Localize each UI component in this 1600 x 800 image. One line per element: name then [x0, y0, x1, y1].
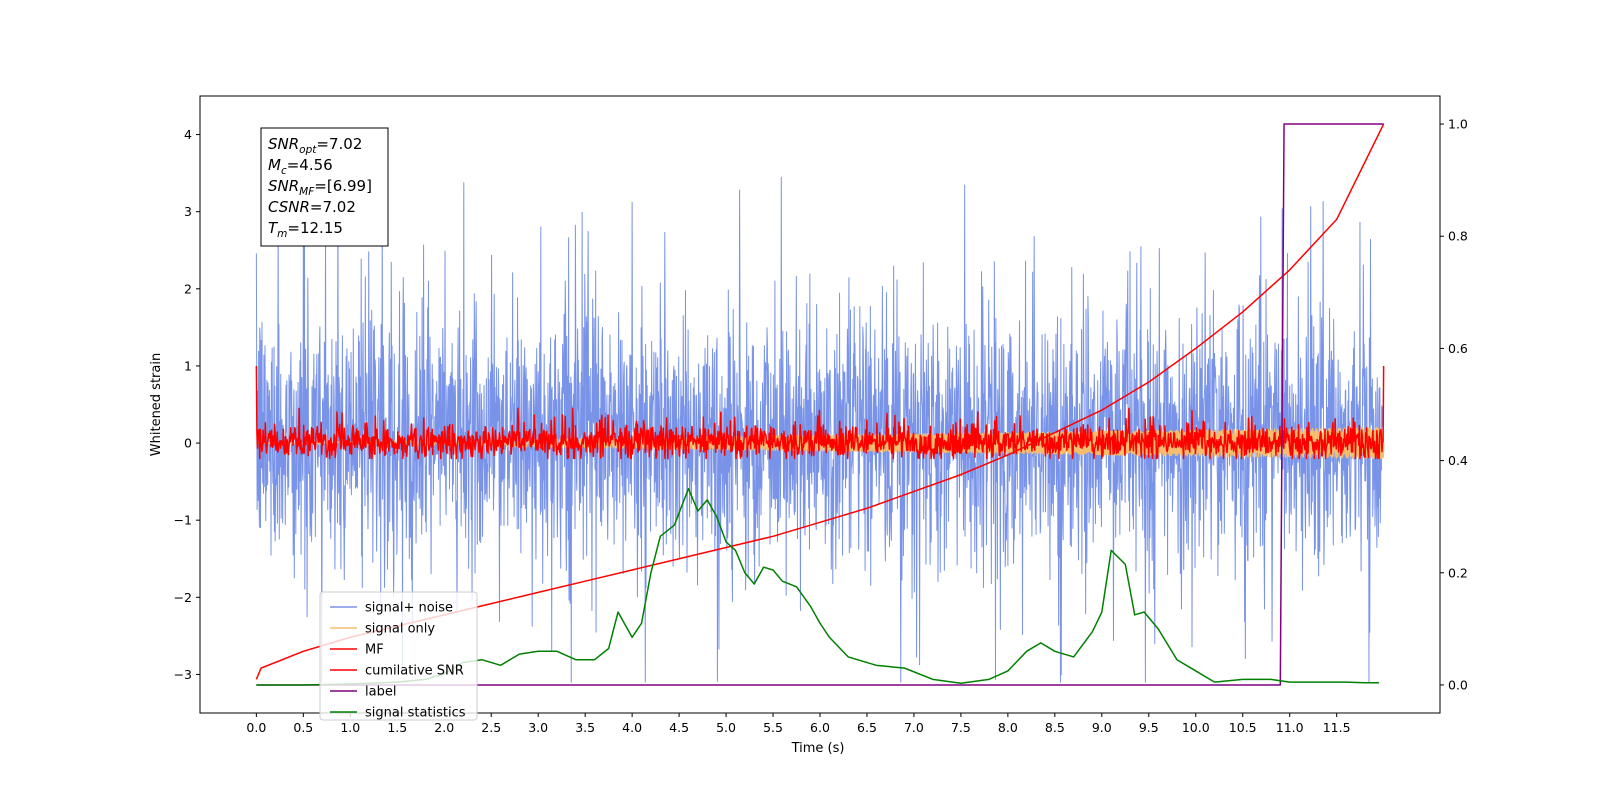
x-tick-label: 10.0 [1182, 720, 1210, 735]
x-tick-label: 4.5 [669, 720, 689, 735]
x-tick-label: 6.0 [810, 720, 830, 735]
x-axis-label: Time (s) [791, 741, 845, 756]
y-tick-label: 1 [184, 358, 192, 373]
x-tick-label: 5.5 [763, 720, 783, 735]
x-tick-label: 8.5 [1045, 720, 1065, 735]
x-tick-label: 11.5 [1323, 720, 1351, 735]
x-tick-label: 0.5 [293, 720, 313, 735]
info-line: SNRMF=[6.99] [268, 177, 372, 198]
series-line-signal-statistics [256, 487, 1379, 686]
x-tick-label: 3.0 [528, 720, 548, 735]
y2-tick-label: 0.8 [1448, 229, 1468, 244]
x-tick-label: 10.5 [1229, 720, 1257, 735]
y2-tick-label: 0.0 [1448, 677, 1468, 692]
y-tick-label: 3 [184, 204, 192, 219]
x-tick-label: 1.5 [387, 720, 407, 735]
legend-label: cumilative SNR [365, 664, 464, 679]
y2-tick-label: 1.0 [1448, 117, 1468, 132]
series-line-mf [255, 365, 1385, 460]
x-tick-label: 1.0 [340, 720, 360, 735]
legend-label: signal only [365, 622, 435, 637]
y2-tick-label: 0.4 [1448, 453, 1468, 468]
x-tick-label: 7.0 [904, 720, 924, 735]
x-axis: 0.0 0.5 1.0 1.5 2.0 2.5 3.0 3.5 4.0 4.5 5.0 5.5 6.0 6… [246, 713, 1351, 735]
info-line: Mc=4.56 [268, 156, 333, 177]
x-tick-label: 5.0 [716, 720, 736, 735]
y-axis-left: −3 −2 −1 0 1 2 3 4 [174, 127, 200, 682]
x-tick-label: 4.0 [622, 720, 642, 735]
x-tick-label: 2.0 [434, 720, 454, 735]
y-tick-label: 0 [184, 436, 192, 451]
y-tick-label: 4 [184, 127, 192, 142]
y-axis-label: Whitened strain [149, 353, 164, 456]
info-line: SNRopt=7.02 [268, 135, 362, 156]
y-tick-label: 2 [184, 281, 192, 296]
x-tick-label: 9.5 [1139, 720, 1159, 735]
info-line: CSNR=7.02 [268, 198, 356, 216]
info-line: Tm=12.15 [268, 219, 343, 240]
x-tick-label: 11.0 [1276, 720, 1304, 735]
legend-label: signal+ noise [365, 601, 453, 616]
series-line-label [256, 123, 1384, 686]
legend-label: MF [365, 643, 384, 658]
y2-tick-label: 0.2 [1448, 565, 1468, 580]
y-axis-right: 0.0 0.2 0.4 0.6 0.8 1.0 [1440, 117, 1468, 692]
legend-label: label [365, 685, 396, 700]
x-tick-label: 3.5 [575, 720, 595, 735]
x-tick-label: 7.5 [951, 720, 971, 735]
x-tick-label: 6.5 [857, 720, 877, 735]
y2-tick-label: 0.6 [1448, 341, 1468, 356]
x-tick-label: 2.5 [481, 720, 501, 735]
x-tick-label: 9.0 [1092, 720, 1112, 735]
y-tick-label: −2 [174, 590, 192, 605]
legend-label: signal statistics [365, 706, 466, 721]
x-tick-label: 8.0 [998, 720, 1018, 735]
y-tick-label: −1 [174, 513, 192, 528]
x-tick-label: 0.0 [246, 720, 266, 735]
y-tick-label: −3 [174, 667, 192, 682]
legend: signal+ noise signal only MF cumilative SNR… [319, 591, 478, 721]
